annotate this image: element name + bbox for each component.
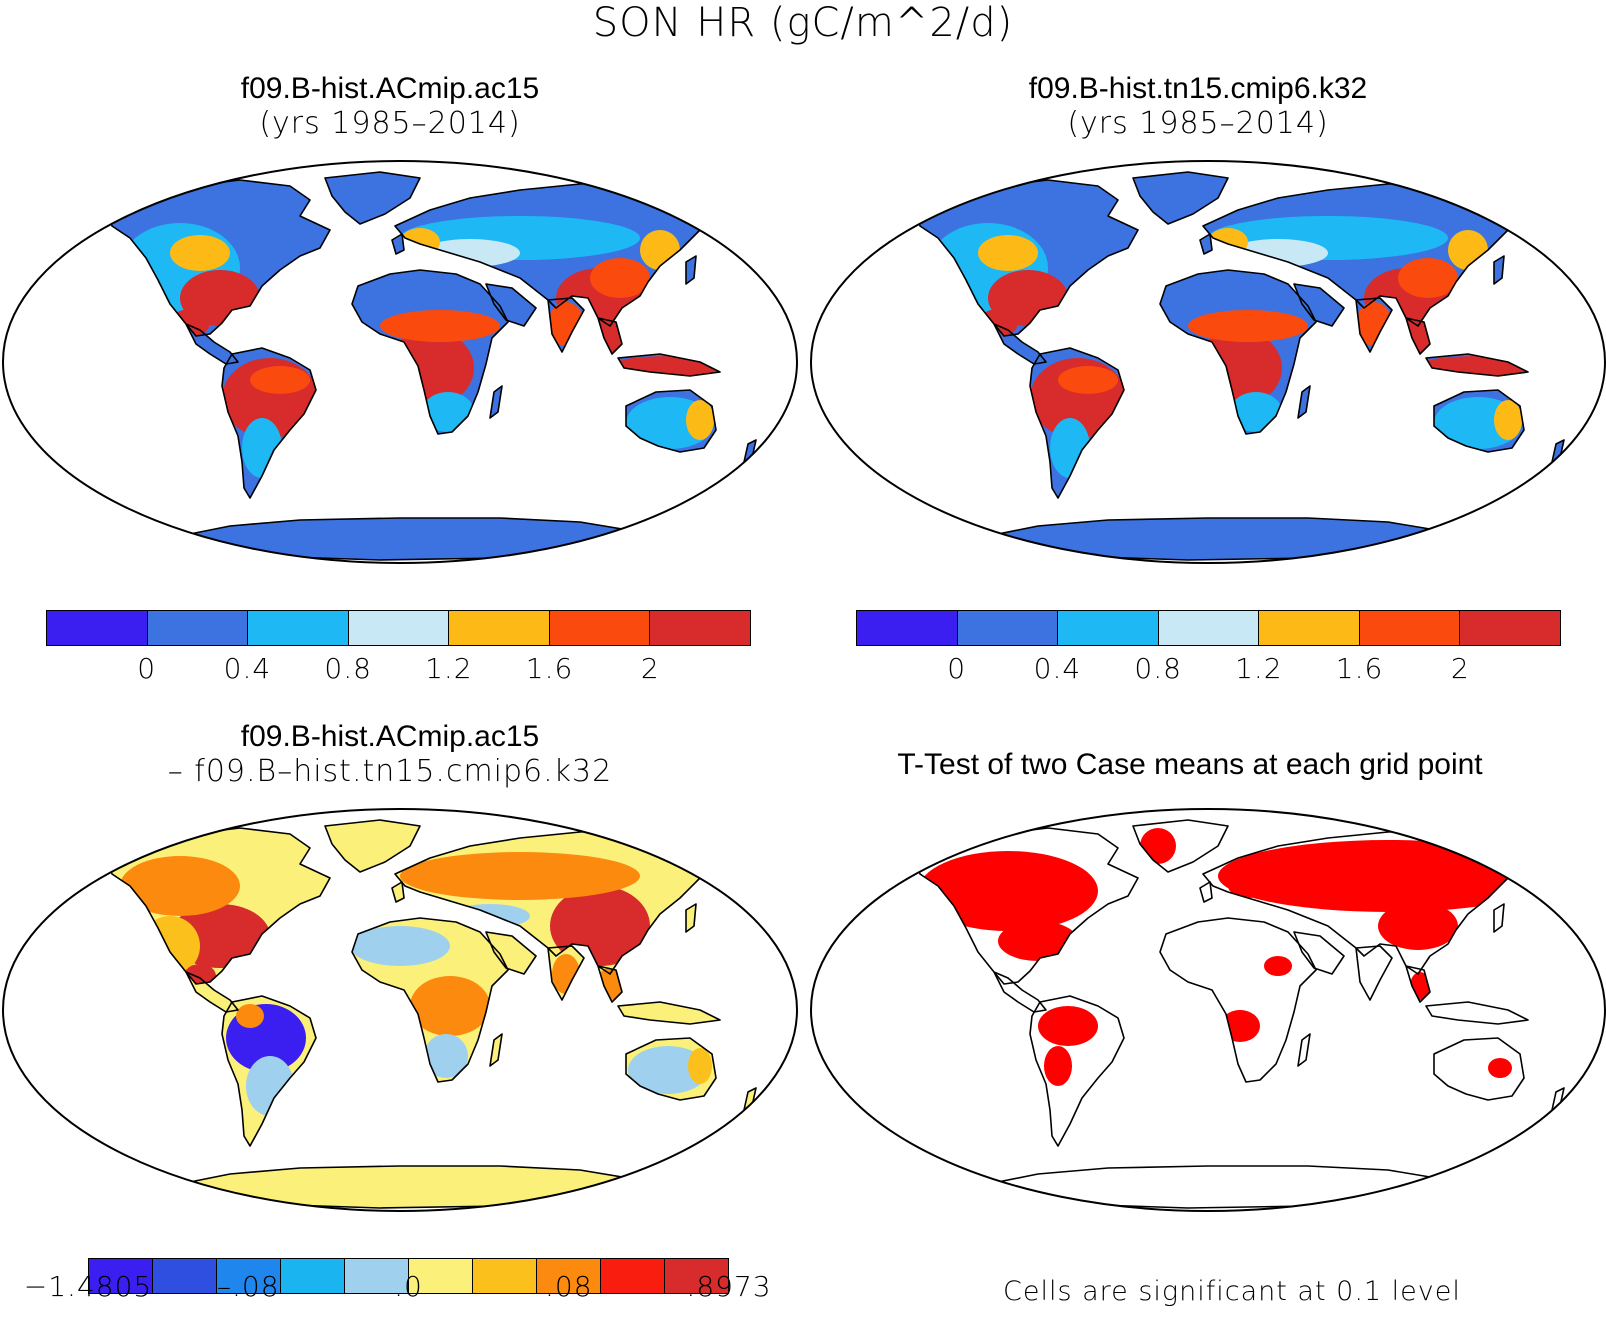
title-line1: T-Test of two Case means at each grid po… bbox=[897, 748, 1483, 781]
colorbar-swatch bbox=[537, 1259, 601, 1293]
colorbar-top-left bbox=[46, 610, 751, 646]
significance-note: Cells are significant at 0.1 level bbox=[1003, 1276, 1461, 1307]
colorbar-swatch bbox=[89, 1259, 153, 1293]
land-arabia bbox=[486, 284, 536, 326]
colorbar-tick-label: 2 bbox=[1450, 652, 1470, 685]
land-madagascar bbox=[490, 386, 502, 418]
land-arabia bbox=[1294, 284, 1344, 326]
colorbar-tick-label: .08 bbox=[544, 1270, 593, 1303]
colorbar-swatch bbox=[217, 1259, 281, 1293]
colorbar-tick-label: .8973 bbox=[686, 1270, 772, 1303]
land-arabia bbox=[486, 932, 536, 974]
colorbar-swatch bbox=[281, 1259, 345, 1293]
title-line2: – f09.B–hist.tn15.cmip6.k32 bbox=[167, 754, 613, 789]
colorbar-swatch bbox=[248, 611, 349, 645]
colorbar-swatch bbox=[1158, 611, 1260, 645]
land-greenland bbox=[1133, 172, 1228, 224]
colorbar-swatch bbox=[549, 611, 651, 645]
colorbar-swatch bbox=[1058, 611, 1159, 645]
colorbar-swatch bbox=[650, 611, 751, 645]
colorbar-swatch bbox=[153, 1259, 217, 1293]
colorbar-tick-label: −1.4805 bbox=[23, 1270, 153, 1303]
colorbar-swatch bbox=[1460, 611, 1561, 645]
colorbar-tick-label: 0.8 bbox=[1134, 652, 1182, 685]
land-madagascar bbox=[1298, 1034, 1310, 1066]
panel-title-top-right: f09.B-hist.tn15.cmip6.k32 (yrs 1985–2014… bbox=[808, 72, 1588, 141]
colorbar-swatch bbox=[473, 1259, 537, 1293]
colorbar-tick-label: 1.2 bbox=[1235, 652, 1283, 685]
panel-title-bottom-right: T-Test of two Case means at each grid po… bbox=[800, 748, 1580, 782]
land-nz bbox=[744, 1088, 756, 1110]
map-top-left bbox=[2, 160, 798, 564]
title-line1: f09.B-hist.ACmip.ac15 bbox=[240, 72, 540, 105]
panel-title-bottom-left: f09.B-hist.ACmip.ac15 – f09.B–hist.tn15.… bbox=[0, 720, 780, 789]
land-greenland bbox=[325, 172, 420, 224]
panel-title-top-left: f09.B-hist.ACmip.ac15 (yrs 1985–2014) bbox=[0, 72, 780, 141]
colorbar-swatch bbox=[1359, 611, 1461, 645]
colorbar-swatch bbox=[345, 1259, 409, 1293]
land-nz bbox=[1552, 440, 1564, 462]
colorbar-tick-label: –.08 bbox=[216, 1270, 280, 1303]
colorbar-tick-label: 2 bbox=[640, 652, 660, 685]
colorbar-swatch bbox=[449, 611, 550, 645]
colorbar-tick-label: .0 bbox=[394, 1270, 423, 1303]
land-camerica bbox=[994, 972, 1046, 1012]
colorbar-tick-label: 0.8 bbox=[324, 652, 372, 685]
map-bottom-right bbox=[810, 808, 1606, 1212]
colorbar-swatch bbox=[1259, 611, 1360, 645]
land-nz bbox=[1552, 1088, 1564, 1110]
colorbar-swatch bbox=[665, 1259, 728, 1293]
colorbar-top-right bbox=[856, 610, 1561, 646]
land-australia bbox=[1434, 1038, 1524, 1100]
colorbar-tick-label: 0.4 bbox=[223, 652, 272, 685]
colorbar-swatch bbox=[147, 611, 249, 645]
colorbar-tick-label: 0 bbox=[137, 652, 157, 685]
colorbar-tick-label: 0 bbox=[947, 652, 967, 685]
title-line1: f09.B-hist.tn15.cmip6.k32 bbox=[1028, 72, 1368, 105]
colorbar-swatch bbox=[601, 1259, 665, 1293]
title-line2: (yrs 1985–2014) bbox=[1067, 106, 1329, 141]
colorbar-swatch bbox=[857, 611, 958, 645]
land-antarctica bbox=[170, 518, 640, 560]
land-madagascar bbox=[1298, 386, 1310, 418]
colorbar-tick-label: 1.2 bbox=[425, 652, 473, 685]
figure-title: SON HR (gC/m^2/d) bbox=[592, 0, 1014, 46]
map-bottom-left bbox=[2, 808, 798, 1212]
title-line2: (yrs 1985–2014) bbox=[259, 106, 521, 141]
colorbar-tick-label: 1.6 bbox=[525, 652, 574, 685]
map-top-right bbox=[810, 160, 1606, 564]
colorbar-swatch bbox=[348, 611, 450, 645]
land-india bbox=[1356, 946, 1392, 1000]
land-madagascar bbox=[490, 1034, 502, 1066]
land-arabia bbox=[1294, 932, 1344, 974]
land-antarctica bbox=[170, 1166, 640, 1208]
colorbar-swatch bbox=[409, 1259, 473, 1293]
land-nz bbox=[744, 440, 756, 462]
land-greenland bbox=[325, 820, 420, 872]
land-antarctica bbox=[978, 1166, 1448, 1208]
land-antarctica bbox=[978, 518, 1448, 560]
colorbar-tick-label: 1.6 bbox=[1335, 652, 1384, 685]
colorbar-tick-label: 0.4 bbox=[1033, 652, 1082, 685]
title-line1: f09.B-hist.ACmip.ac15 bbox=[240, 720, 540, 753]
colorbar-bottom-left bbox=[88, 1258, 729, 1294]
colorbar-swatch bbox=[47, 611, 148, 645]
colorbar-swatch bbox=[957, 611, 1059, 645]
